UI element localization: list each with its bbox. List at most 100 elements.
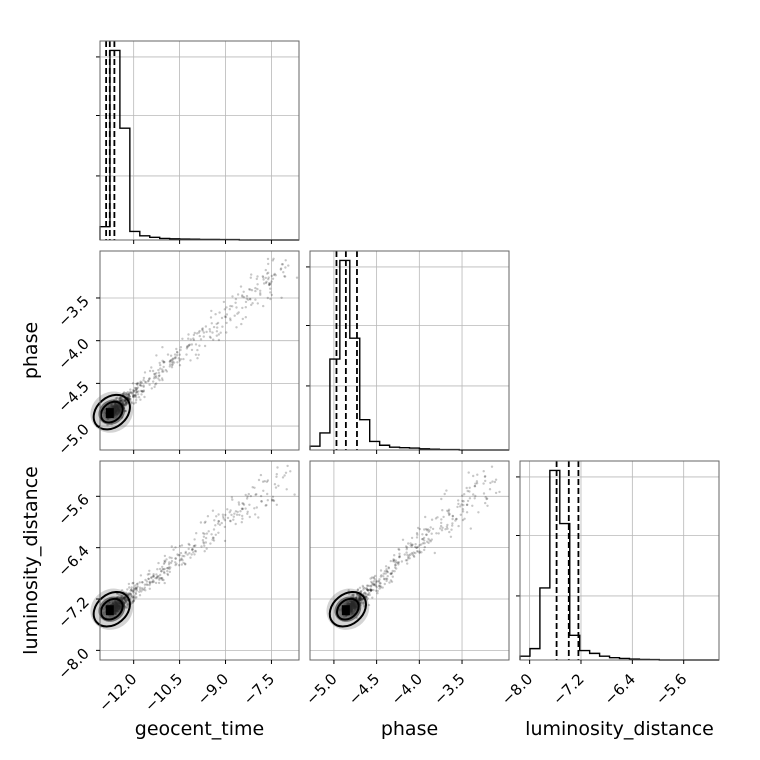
- scatter-point: [126, 392, 130, 396]
- scatter-point: [128, 592, 131, 596]
- scatter-point: [135, 587, 138, 590]
- scatter-point: [135, 589, 138, 592]
- scatter-point: [372, 577, 376, 580]
- scatter-point: [374, 582, 377, 586]
- scatter-point: [355, 596, 358, 599]
- scatter-point: [124, 598, 127, 601]
- scatter-point: [374, 589, 378, 592]
- scatter-point: [477, 511, 480, 514]
- scatter-point: [472, 474, 475, 478]
- scatter-point: [192, 338, 196, 342]
- scatter-point: [128, 586, 131, 589]
- scatter-point: [125, 600, 128, 604]
- scatter-point: [374, 578, 377, 581]
- scatter-point: [158, 567, 162, 571]
- scatter-point: [157, 377, 160, 380]
- scatter-point: [398, 554, 401, 558]
- scatter-point: [159, 577, 162, 580]
- scatter-point: [254, 289, 257, 293]
- scatter-point: [198, 334, 201, 338]
- scatter-point: [365, 584, 369, 587]
- scatter-point: [142, 376, 146, 380]
- scatter-point: [123, 596, 127, 599]
- scatter-point: [193, 538, 196, 541]
- scatter-point: [163, 567, 166, 571]
- scatter-point: [118, 397, 121, 400]
- scatter-point: [162, 360, 165, 363]
- scatter-point: [176, 553, 179, 556]
- scatter-point: [256, 283, 259, 286]
- scatter-point: [377, 580, 380, 583]
- scatter-point: [198, 329, 201, 333]
- scatter-point: [369, 589, 373, 592]
- scatter-point: [170, 545, 173, 548]
- scatter-point: [253, 486, 256, 489]
- scatter-point: [115, 397, 118, 400]
- scatter-point: [373, 584, 376, 587]
- scatter-point: [118, 398, 121, 401]
- scatter-point: [386, 571, 389, 574]
- scatter-point: [262, 304, 265, 308]
- scatter-point: [157, 581, 161, 585]
- scatter-point: [228, 511, 231, 514]
- scatter-point: [196, 357, 199, 360]
- scatter-point: [193, 331, 196, 335]
- scatter-point: [473, 485, 477, 488]
- scatter-point: [224, 315, 228, 319]
- scatter-point: [241, 295, 244, 298]
- scatter-point: [158, 361, 161, 365]
- scatter-point: [184, 563, 187, 566]
- scatter-point: [201, 329, 204, 332]
- scatter-point: [217, 513, 220, 516]
- scatter-point: [158, 578, 161, 581]
- scatter-point: [471, 504, 474, 507]
- scatter-point: [358, 597, 362, 600]
- scatter-point: [123, 398, 126, 401]
- scatter-point: [140, 381, 143, 384]
- scatter-point: [241, 294, 244, 297]
- scatter-point: [370, 576, 374, 579]
- scatter-point: [409, 544, 412, 547]
- scatter-point: [358, 596, 361, 599]
- scatter-point: [254, 493, 257, 496]
- scatter-point: [251, 486, 254, 489]
- scatter-point: [127, 592, 131, 595]
- scatter-point: [121, 399, 124, 402]
- scatter-point: [119, 397, 122, 400]
- scatter-point: [212, 325, 216, 329]
- scatter-point: [168, 556, 171, 559]
- scatter-point: [369, 577, 372, 580]
- scatter-point: [231, 295, 234, 298]
- scatter-point: [132, 590, 135, 593]
- scatter-point: [134, 393, 137, 397]
- scatter-point: [234, 522, 237, 526]
- scatter-point: [264, 268, 267, 272]
- scatter-point: [361, 598, 364, 601]
- scatter-point: [261, 480, 265, 483]
- scatter-point: [375, 586, 378, 589]
- scatter-point: [456, 505, 459, 509]
- scatter-point: [451, 522, 454, 525]
- scatter-point: [276, 466, 279, 469]
- scatter-point: [154, 376, 158, 379]
- density-peak: [105, 408, 114, 419]
- scatter-point: [459, 513, 462, 516]
- scatter-point: [119, 593, 122, 597]
- scatter-point: [358, 595, 362, 598]
- scatter-point: [201, 539, 205, 542]
- scatter-point: [410, 552, 414, 555]
- scatter-point: [131, 601, 134, 605]
- scatter-point: [216, 326, 219, 329]
- scatter-point: [134, 587, 138, 590]
- scatter-point: [179, 346, 183, 349]
- scatter-point: [393, 566, 397, 569]
- scatter-point: [150, 387, 153, 390]
- scatter-point: [147, 577, 150, 580]
- y-tick-label: −5.0: [54, 420, 92, 458]
- scatter-point: [155, 354, 158, 357]
- scatter-point: [435, 532, 438, 535]
- scatter-point: [486, 504, 489, 507]
- scatter-point: [124, 403, 127, 406]
- scatter-point: [120, 596, 124, 599]
- scatter-point: [136, 582, 139, 585]
